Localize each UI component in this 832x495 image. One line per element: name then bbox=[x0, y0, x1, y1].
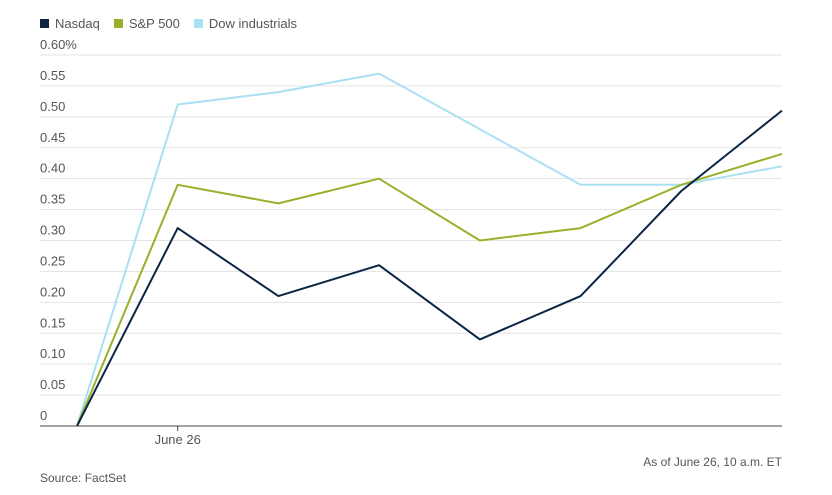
y-tick-label: 0.45 bbox=[40, 130, 65, 145]
as-of-note: As of June 26, 10 a.m. ET bbox=[643, 455, 782, 469]
y-tick-label: 0.60% bbox=[40, 37, 77, 52]
y-tick-label: 0.05 bbox=[40, 377, 65, 392]
series-line-nasdaq bbox=[76, 109, 783, 427]
legend-label-nasdaq: Nasdaq bbox=[55, 16, 100, 31]
legend-swatch-dow bbox=[193, 19, 203, 28]
series-line-dow-industrials bbox=[76, 72, 783, 427]
y-tick-label: 0 bbox=[40, 408, 47, 423]
series-line-s-p-500 bbox=[76, 152, 783, 427]
legend: Nasdaq S&P 500 Dow industrials bbox=[40, 16, 297, 31]
y-tick-label: 0.30 bbox=[40, 223, 65, 238]
y-tick-label: 0.50 bbox=[40, 99, 65, 114]
legend-swatch-sp500 bbox=[113, 19, 123, 28]
legend-label-sp500: S&P 500 bbox=[128, 16, 180, 31]
legend-label-dow: Dow industrials bbox=[208, 16, 298, 31]
source-note: Source: FactSet bbox=[40, 471, 127, 485]
y-tick-label: 0.55 bbox=[40, 68, 65, 83]
y-tick-label: 0.10 bbox=[40, 346, 65, 361]
y-tick-label: 0.15 bbox=[40, 315, 65, 330]
legend-item-dow: Dow industrials bbox=[193, 16, 298, 31]
legend-swatch-nasdaq bbox=[40, 19, 49, 28]
y-tick-label: 0.40 bbox=[40, 161, 65, 176]
y-tick-label: 0.25 bbox=[40, 253, 65, 268]
legend-item-sp500: S&P 500 bbox=[113, 16, 180, 31]
y-tick-label: 0.35 bbox=[40, 192, 65, 207]
y-tick-label: 0.20 bbox=[40, 284, 65, 299]
legend-item-nasdaq: Nasdaq bbox=[40, 16, 100, 31]
x-tick-label: June 26 bbox=[155, 432, 201, 447]
